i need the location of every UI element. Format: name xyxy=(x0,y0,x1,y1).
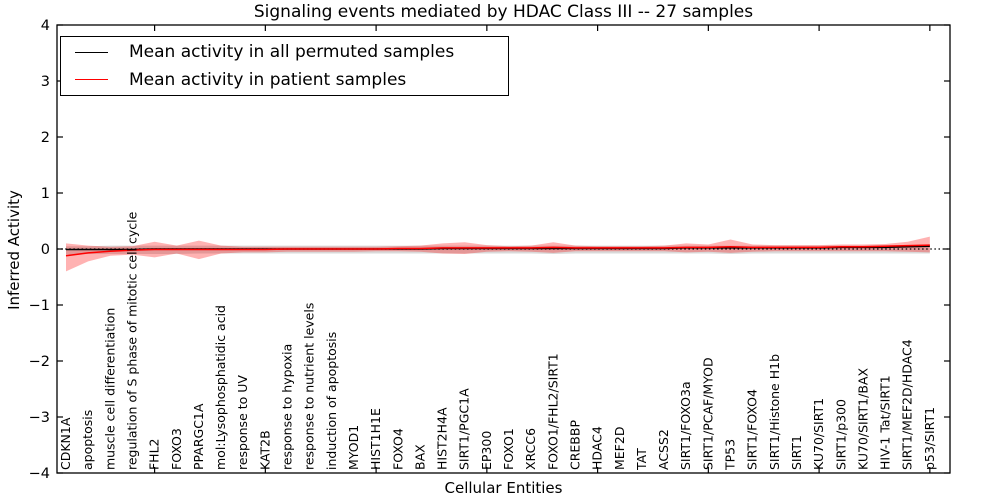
x-category-label: EP300 xyxy=(479,431,494,470)
y-tick-label: 0 xyxy=(41,242,50,258)
x-category-label: KU70/SIRT1/BAX xyxy=(855,368,870,470)
x-category-label: ACSS2 xyxy=(656,429,671,470)
x-category-label: FOXO1 xyxy=(501,428,516,470)
y-tick-label: 1 xyxy=(41,186,50,202)
x-category-label: response to nutrient levels xyxy=(302,303,317,470)
x-category-label: HIST2H4A xyxy=(435,407,450,470)
y-tick-label: −1 xyxy=(29,298,50,314)
x-category-label: HIV-1 Tat/SIRT1 xyxy=(878,375,893,470)
x-category-label: BAX xyxy=(412,444,427,470)
x-category-label: muscle cell differentiation xyxy=(102,308,117,470)
x-category-label: SIRT1/p300 xyxy=(833,399,848,470)
patient-mean-line xyxy=(65,244,930,257)
patient-line-swatch xyxy=(75,79,108,81)
x-category-label: SIRT1/PCAF/MYOD xyxy=(700,357,715,470)
x-category-label: response to UV xyxy=(235,375,250,470)
legend-item-permuted: Mean activity in all permuted samples xyxy=(61,40,508,64)
x-category-label: PPARGC1A xyxy=(191,403,206,470)
x-category-label: TAT xyxy=(634,448,649,471)
y-tick-label: −3 xyxy=(29,410,50,426)
y-tick-label: −2 xyxy=(29,354,50,370)
x-category-label: regulation of S phase of mitotic cell cy… xyxy=(124,211,139,470)
x-category-label: SIRT1 xyxy=(789,435,804,470)
y-tick-label: 3 xyxy=(41,74,50,90)
permuted-line-swatch xyxy=(75,51,108,53)
x-category-label: MYOD1 xyxy=(346,425,361,470)
x-category-label: p53/SIRT1 xyxy=(922,407,937,470)
y-tick-label: 4 xyxy=(41,18,50,34)
legend-label: Mean activity in all permuted samples xyxy=(129,42,455,63)
y-tick-label: −4 xyxy=(29,466,50,482)
x-category-label: SIRT1/FOXO3a xyxy=(678,381,693,470)
x-category-label: HIST1H1E xyxy=(368,408,383,470)
x-category-label: KU70/SIRT1 xyxy=(811,398,826,470)
x-category-label: MEF2D xyxy=(612,427,627,470)
x-category-label: XRCC6 xyxy=(523,428,538,470)
chart-title: Signaling events mediated by HDAC Class … xyxy=(253,2,754,22)
x-category-label: SIRT1/PGC1A xyxy=(457,388,472,470)
x-category-label: CDKN1A xyxy=(58,417,73,470)
x-category-label: SIRT1/Histone H1b xyxy=(767,354,782,470)
y-axis-label: Inferred Activity xyxy=(5,190,23,310)
x-category-label: SIRT1/MEF2D/HDAC4 xyxy=(900,339,915,470)
x-category-label: FOXO3 xyxy=(169,428,184,470)
y-tick-label: 2 xyxy=(41,130,50,146)
x-category-label: FOXO4 xyxy=(390,428,405,470)
x-category-label: HDAC4 xyxy=(590,426,605,470)
x-category-label: KAT2B xyxy=(257,430,272,470)
x-category-label: FOXO1/FHL2/SIRT1 xyxy=(545,353,560,470)
x-axis-label: Cellular Entities xyxy=(444,479,563,497)
legend-item-patient: Mean activity in patient samples xyxy=(61,68,508,92)
x-category-label: TP53 xyxy=(723,439,738,471)
x-category-label: FHL2 xyxy=(147,438,162,470)
x-category-label: CREBBP xyxy=(567,420,582,470)
x-category-label: mol:Lysophosphatidic acid xyxy=(213,305,228,470)
x-category-label: SIRT1/FOXO4 xyxy=(745,389,760,470)
x-category-label: response to hypoxia xyxy=(280,344,295,470)
legend-label: Mean activity in patient samples xyxy=(129,69,407,90)
x-category-label: apoptosis xyxy=(80,410,95,470)
patient-samples-range-band xyxy=(66,236,930,272)
legend: Mean activity in all permuted samples Me… xyxy=(60,36,509,96)
x-category-label: induction of apoptosis xyxy=(324,332,339,470)
